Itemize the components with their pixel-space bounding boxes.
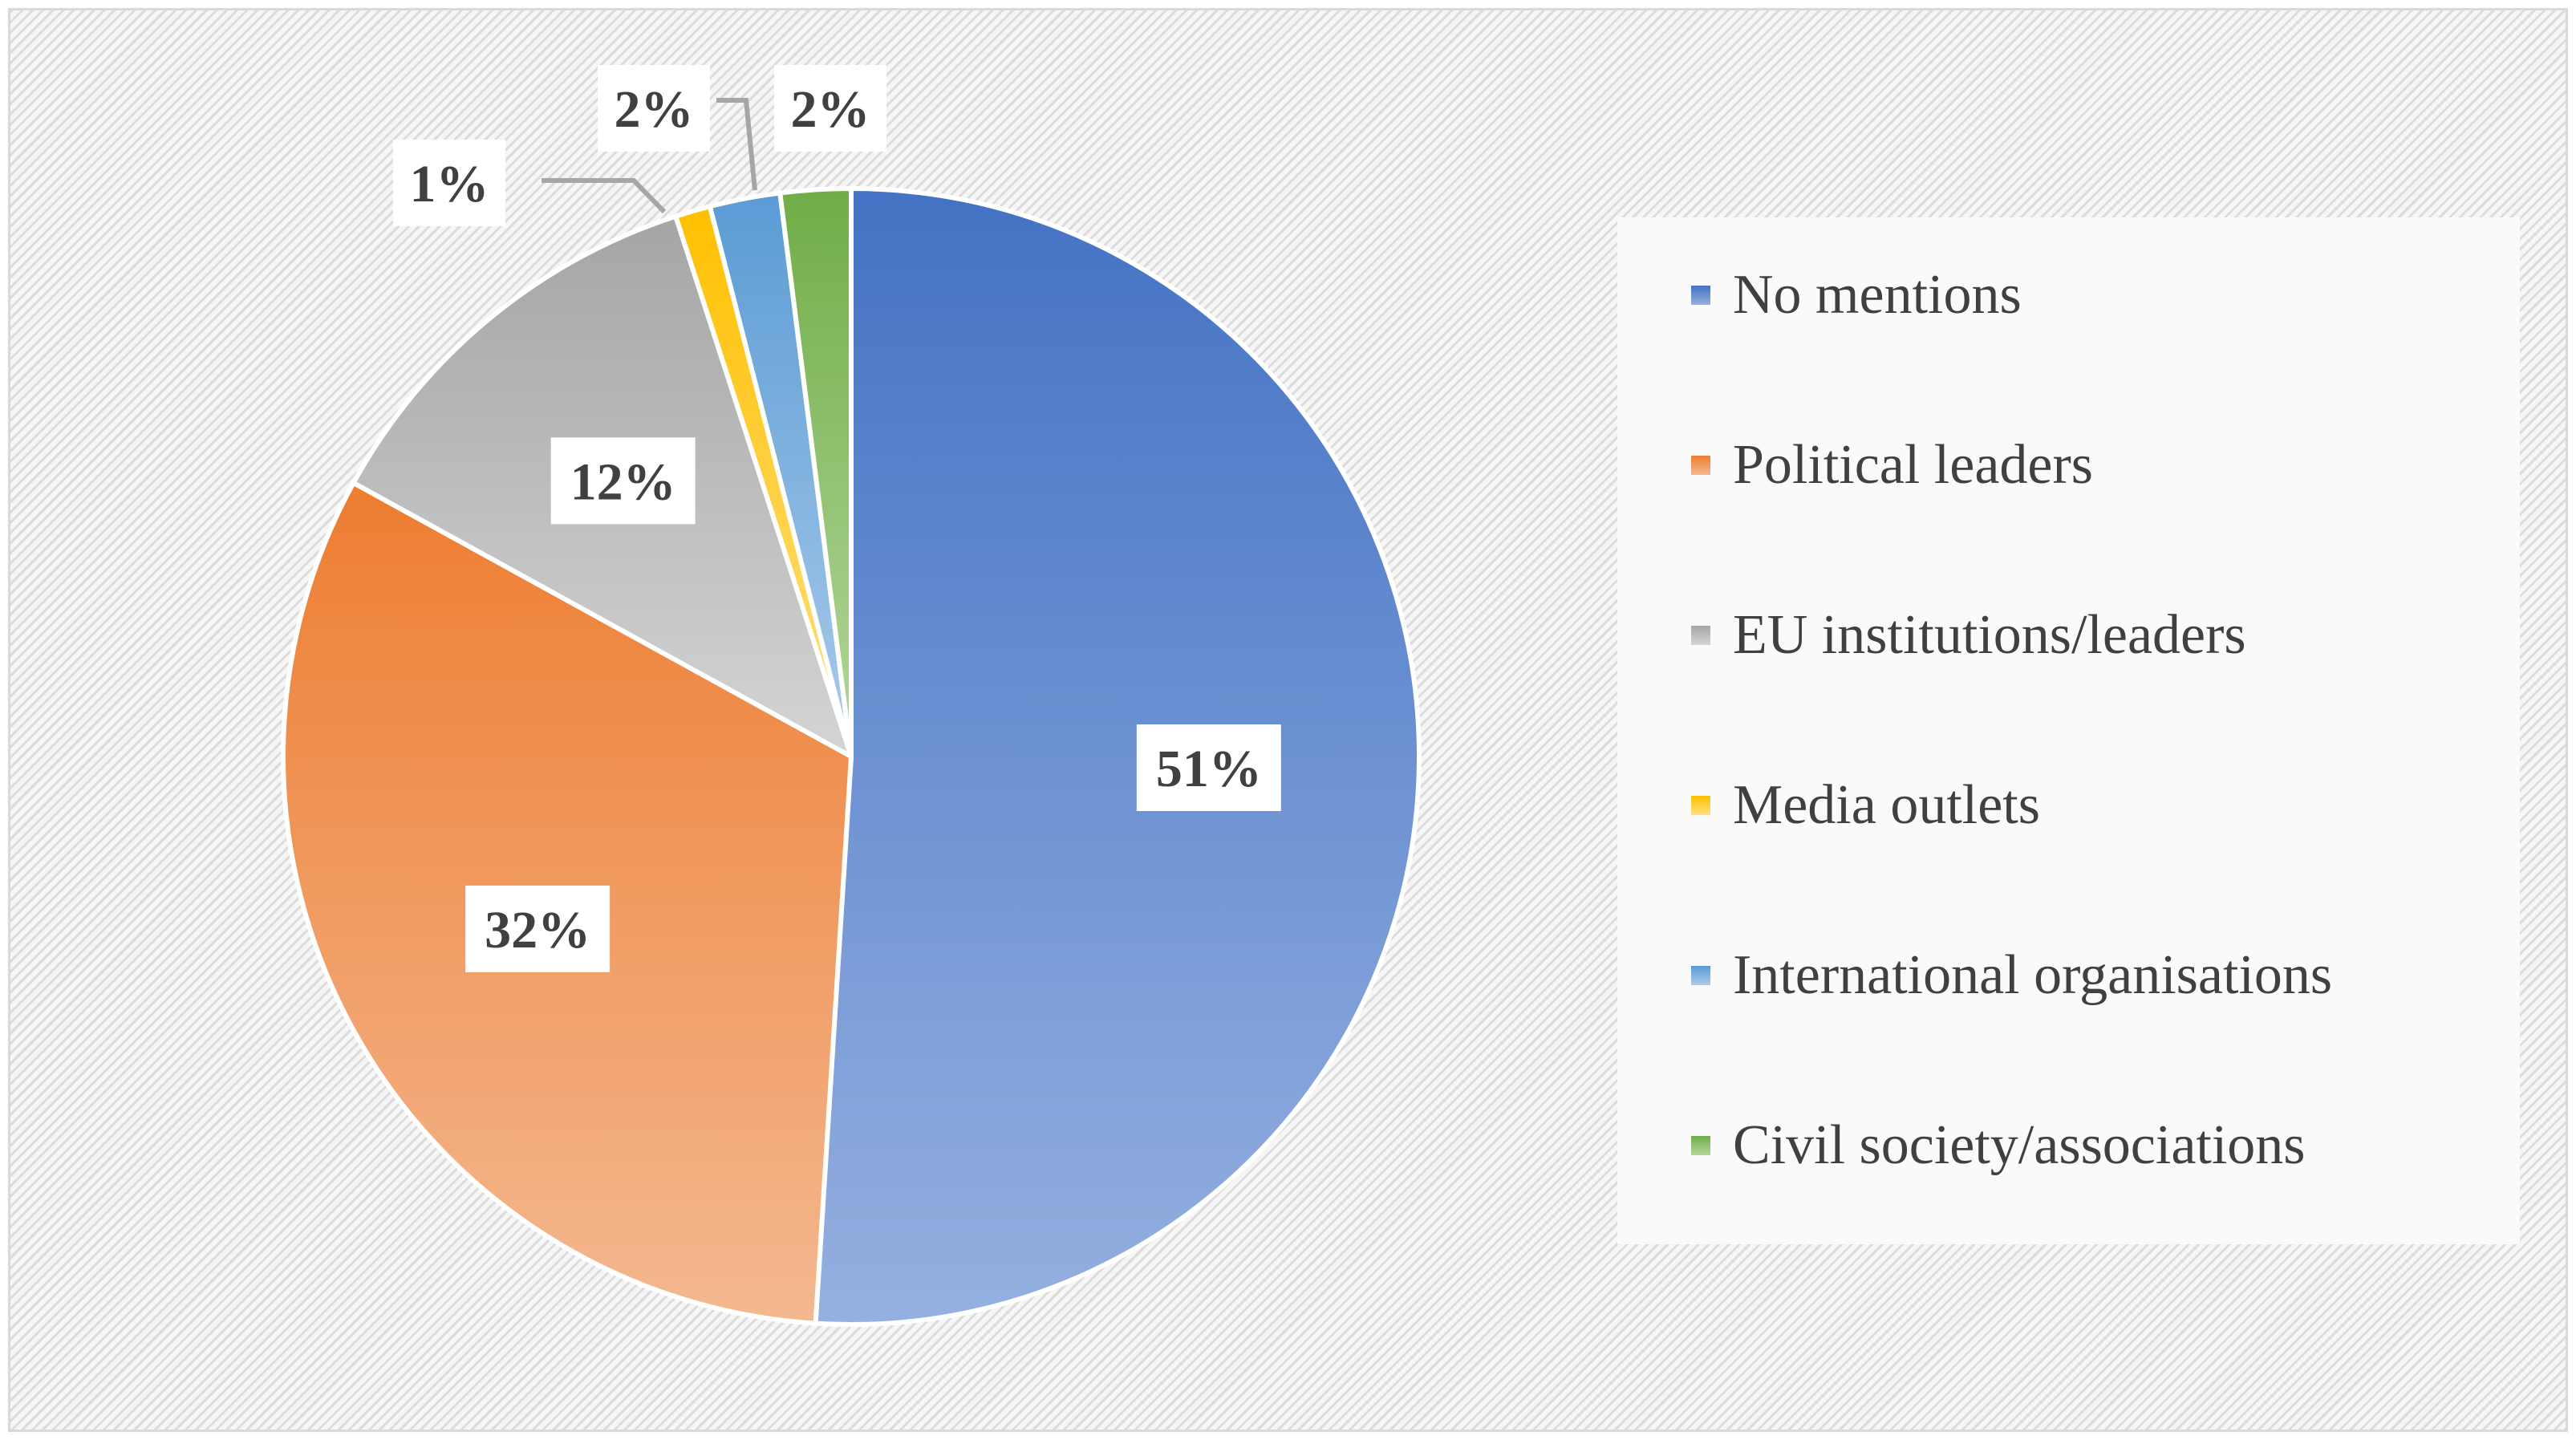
legend-item-international-organisations: International organisations [1691,939,2332,1012]
legend-swatch [1691,456,1710,475]
legend-swatch [1691,1136,1710,1155]
legend-swatch [1691,966,1710,985]
legend-label: No mentions [1733,264,2022,326]
data-label-no-mentions: 51% [1136,724,1281,812]
data-label-text: 1% [410,155,489,213]
data-label-box [550,437,696,525]
legend-label: International organisations [1733,944,2333,1006]
data-label-box [1136,724,1281,812]
data-label-eu-institutions-leaders: 12% [550,437,696,525]
data-label-political-leaders: 32% [465,885,611,972]
legend-item-media-outlets: Media outlets [1691,769,2040,842]
legend-item-political-leaders: Political leaders [1691,429,2093,501]
legend-item-eu-institutions-leaders: EU institutions/leaders [1691,599,2246,671]
legend: No mentions Political leaders EU instituti… [1617,217,2520,1244]
legend-item-no-mentions: No mentions [1691,259,2022,331]
data-label-civil-society-associations: 2% [774,65,886,152]
legend-swatch [1691,796,1710,815]
pie-slice-no-mentions [813,186,1422,1327]
legend-label: Civil society/associations [1733,1114,2306,1176]
pie-slice-civil-society-associations [777,186,854,759]
legend-swatch [1691,626,1710,645]
leader-line-international-organisations [716,98,757,191]
data-label-box [393,140,505,226]
legend-label: Media outlets [1733,774,2040,836]
data-label-media-outlets: 1% [393,140,505,226]
data-label-text: 12% [570,452,676,511]
chart-frame: 51% 32% 12% 1% 2% 2% No mentions Political lea… [8,8,2568,1432]
legend-item-civil-society-associations: Civil society/associations [1691,1109,2306,1182]
leader-line-media-outlets [542,178,667,214]
data-label-text: 51% [1156,740,1262,798]
data-label-text: 2% [615,80,694,139]
data-label-international-organisations: 2% [598,65,710,152]
pie-chart: 51% 32% 12% 1% 2% 2% [281,65,1422,1327]
data-label-box [465,885,611,972]
legend-label: EU institutions/leaders [1733,604,2246,666]
data-label-text: 32% [485,901,590,959]
data-label-box [774,65,886,152]
legend-swatch [1691,286,1710,305]
legend-label: Political leaders [1733,434,2094,496]
data-label-box [598,65,710,152]
data-label-text: 2% [791,80,870,139]
